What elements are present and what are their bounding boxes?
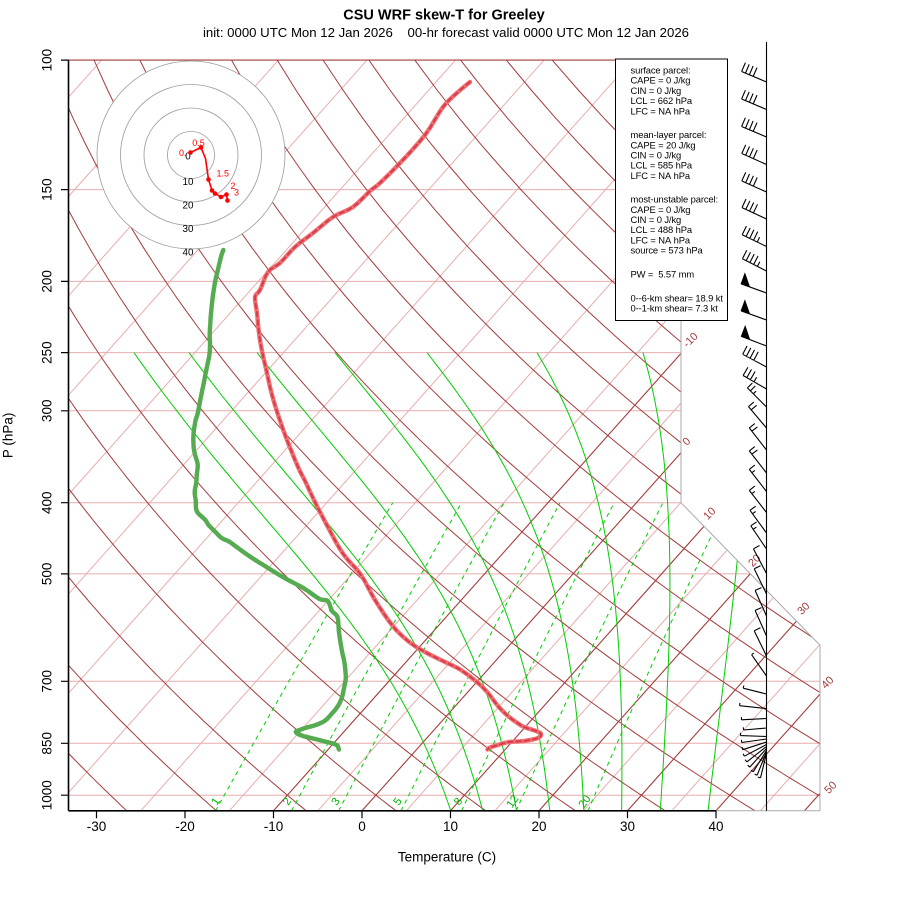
svg-text:init: 0000 UTC Mon 12 Jan 2026: init: 0000 UTC Mon 12 Jan 2026 00-hr for… xyxy=(203,25,689,40)
svg-text:10: 10 xyxy=(701,505,718,522)
svg-text:0--1-km shear= 7.3 kt: 0--1-km shear= 7.3 kt xyxy=(631,303,719,314)
svg-text:-10: -10 xyxy=(264,819,284,834)
svg-text:20: 20 xyxy=(746,552,763,569)
svg-text:3: 3 xyxy=(234,188,239,198)
svg-text:CAPE = 20 J/kg: CAPE = 20 J/kg xyxy=(631,139,696,150)
svg-text:20: 20 xyxy=(183,201,194,212)
svg-text:CIN = 0 J/kg: CIN = 0 J/kg xyxy=(631,85,682,96)
svg-text:source = 573 hPa: source = 573 hPa xyxy=(631,245,704,256)
svg-text:CSU WRF skew-T for Greeley: CSU WRF skew-T for Greeley xyxy=(343,8,544,24)
svg-text:CIN = 0 J/kg: CIN = 0 J/kg xyxy=(631,214,682,225)
svg-text:-20: -20 xyxy=(175,819,195,834)
svg-text:0--6-km shear= 18.9 kt: 0--6-km shear= 18.9 kt xyxy=(631,292,724,303)
svg-text:400: 400 xyxy=(40,491,55,514)
svg-text:3: 3 xyxy=(329,796,342,808)
svg-text:P (hPa): P (hPa) xyxy=(1,413,16,459)
svg-text:0: 0 xyxy=(680,435,693,448)
svg-text:300: 300 xyxy=(40,400,55,423)
svg-text:0.: 0. xyxy=(179,148,187,158)
svg-text:0.5: 0.5 xyxy=(192,138,205,148)
svg-text:LCL = 488 hPa: LCL = 488 hPa xyxy=(631,224,693,235)
svg-text:30: 30 xyxy=(620,819,635,834)
svg-text:0: 0 xyxy=(358,819,366,834)
svg-text:2: 2 xyxy=(231,181,236,191)
svg-text:PW = 5.57 mm: PW = 5.57 mm xyxy=(631,269,695,280)
svg-text:CIN = 0 J/kg: CIN = 0 J/kg xyxy=(631,150,682,161)
svg-text:mean-layer parcel:: mean-layer parcel: xyxy=(631,129,707,140)
svg-text:LCL = 585 hPa: LCL = 585 hPa xyxy=(631,160,693,171)
svg-text:LFC = NA hPa: LFC = NA hPa xyxy=(631,234,691,245)
svg-text:5: 5 xyxy=(391,796,404,808)
svg-text:most-unstable parcel:: most-unstable parcel: xyxy=(631,194,719,205)
svg-text:700: 700 xyxy=(40,670,55,693)
svg-text:-30: -30 xyxy=(87,819,107,834)
svg-text:200: 200 xyxy=(40,270,55,293)
svg-text:-10: -10 xyxy=(681,331,701,351)
svg-text:20: 20 xyxy=(531,819,546,834)
svg-text:100: 100 xyxy=(40,49,55,72)
svg-text:CAPE = 0 J/kg: CAPE = 0 J/kg xyxy=(631,204,691,215)
svg-text:40: 40 xyxy=(183,248,194,259)
svg-text:30: 30 xyxy=(183,224,194,235)
svg-text:0: 0 xyxy=(185,152,191,163)
svg-text:LFC = NA hPa: LFC = NA hPa xyxy=(631,170,691,181)
svg-text:500: 500 xyxy=(40,563,55,586)
svg-text:CAPE = 0 J/kg: CAPE = 0 J/kg xyxy=(631,75,691,86)
svg-text:surface parcel:: surface parcel: xyxy=(631,65,691,76)
svg-text:1.5: 1.5 xyxy=(217,169,230,179)
svg-text:150: 150 xyxy=(40,178,55,201)
svg-text:LCL = 662 hPa: LCL = 662 hPa xyxy=(631,95,693,106)
svg-text:Temperature (C): Temperature (C) xyxy=(398,850,496,865)
svg-text:2: 2 xyxy=(281,796,294,808)
svg-text:1000: 1000 xyxy=(40,780,55,810)
svg-text:12: 12 xyxy=(505,793,522,810)
svg-text:40: 40 xyxy=(819,674,836,691)
svg-text:8: 8 xyxy=(452,796,465,808)
svg-text:850: 850 xyxy=(40,732,55,755)
svg-text:20: 20 xyxy=(577,793,594,810)
svg-text:250: 250 xyxy=(40,341,55,364)
svg-text:1: 1 xyxy=(209,796,222,808)
svg-text:40: 40 xyxy=(708,819,723,834)
svg-text:LFC = NA hPa: LFC = NA hPa xyxy=(631,105,691,116)
svg-text:10: 10 xyxy=(183,177,194,188)
svg-text:10: 10 xyxy=(443,819,458,834)
svg-text:30: 30 xyxy=(795,600,812,617)
svg-text:50: 50 xyxy=(822,779,839,796)
